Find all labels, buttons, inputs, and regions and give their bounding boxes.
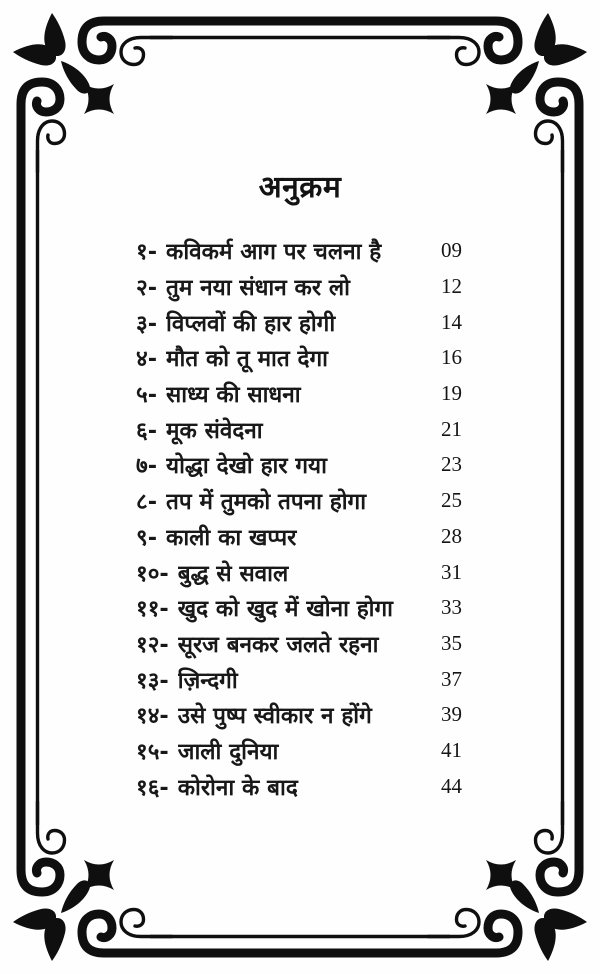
entry-number: ८-	[136, 489, 158, 516]
entry-page-number: 12	[441, 274, 462, 299]
toc-list: १- कविकर्म आग पर चलना है 09 २- तुम नया स…	[136, 233, 462, 804]
entry-title: मौत को तू मात देगा	[166, 346, 328, 373]
entry-title: योद्धा देखो हार गया	[166, 453, 327, 480]
entry-page-number: 23	[441, 452, 462, 477]
toc-entry: ६- मूक संवेदना 21	[136, 411, 462, 447]
entry-title: जाली दुनिया	[177, 738, 279, 765]
corner-flourish-top-left	[13, 13, 172, 172]
entry-number: १०-	[136, 560, 169, 587]
entry-title: उसे पुष्प स्वीकार न होंगे	[177, 703, 372, 730]
entry-title: साध्य की साधना	[166, 382, 301, 409]
entry-page-number: 35	[441, 630, 462, 655]
toc-entry: १०- बुद्ध से सवाल 31	[136, 554, 462, 590]
entry-title: खुद को खुद में खोना होगा	[177, 596, 394, 623]
entry-number: १२-	[136, 631, 169, 658]
entry-title: बुद्ध से सवाल	[177, 560, 289, 587]
entry-number: १३-	[136, 667, 169, 694]
entry-number: १५-	[136, 738, 169, 765]
entry-title: मूक संवेदना	[166, 417, 263, 444]
entry-number: ३-	[136, 310, 158, 337]
entry-page-number: 14	[441, 309, 462, 334]
entry-page-number: 16	[441, 345, 462, 370]
toc-entry: ९- काली का खप्पर 28	[136, 519, 462, 555]
entry-page-number: 25	[441, 488, 462, 513]
frame-rules	[16, 16, 584, 958]
toc-entry: १५- जाली दुनिया 41	[136, 733, 462, 769]
entry-title: तुम नया संधान कर लो	[166, 275, 350, 302]
toc-entry: ११- खुद को खुद में खोना होगा 33	[136, 590, 462, 626]
entry-page-number: 09	[441, 238, 462, 263]
entry-number: १४-	[136, 703, 169, 730]
entry-title: कोरोना के बाद	[177, 774, 298, 801]
toc-entry: ७- योद्धा देखो हार गया 23	[136, 447, 462, 483]
entry-title: सूरज बनकर जलते रहना	[177, 631, 379, 658]
toc-entry: २- तुम नया संधान कर लो 12	[136, 269, 462, 305]
entry-page-number: 19	[441, 381, 462, 406]
entry-number: १-	[136, 239, 158, 266]
entry-title: ज़िन्दगी	[177, 667, 238, 694]
corner-flourish-bottom-left	[13, 802, 172, 961]
entry-number: ५-	[136, 382, 158, 409]
toc-entry: ४- मौत को तू मात देगा 16	[136, 340, 462, 376]
entry-page-number: 44	[441, 773, 462, 798]
entry-page-number: 41	[441, 737, 462, 762]
entry-number: ६-	[136, 417, 158, 444]
entry-number: ७-	[136, 453, 158, 480]
entry-number: ११-	[136, 596, 169, 623]
entry-page-number: 33	[441, 595, 462, 620]
corner-flourish-bottom-right	[428, 802, 587, 961]
page-title: अनुक्रम	[258, 170, 342, 205]
entry-number: २-	[136, 275, 158, 302]
toc-entry: १३- ज़िन्दगी 37	[136, 661, 462, 697]
entry-title: कविकर्म आग पर चलना है	[166, 239, 382, 266]
toc-entry: ३- विप्लवों की हार होगी 14	[136, 304, 462, 340]
entry-page-number: 37	[441, 666, 462, 691]
toc-entry: १- कविकर्म आग पर चलना है 09	[136, 233, 462, 269]
entry-title: विप्लवों की हार होगी	[166, 310, 336, 337]
entry-page-number: 28	[441, 523, 462, 548]
toc-entry: १२- सूरज बनकर जलते रहना 35	[136, 626, 462, 662]
toc-entry: ५- साध्य की साधना 19	[136, 376, 462, 412]
toc-entry: १४- उसे पुष्प स्वीकार न होंगे 39	[136, 697, 462, 733]
entry-page-number: 31	[441, 559, 462, 584]
entry-number: १६-	[136, 774, 169, 801]
entry-page-number: 21	[441, 416, 462, 441]
entry-page-number: 39	[441, 702, 462, 727]
corner-flourish-top-right	[428, 13, 587, 172]
entry-number: ४-	[136, 346, 158, 373]
toc-entry: ८- तप में तुमको तपना होगा 25	[136, 483, 462, 519]
entry-number: ९-	[136, 524, 158, 551]
entry-title: तप में तुमको तपना होगा	[166, 489, 367, 516]
entry-title: काली का खप्पर	[166, 524, 297, 551]
toc-entry: १६- कोरोना के बाद 44	[136, 768, 462, 804]
